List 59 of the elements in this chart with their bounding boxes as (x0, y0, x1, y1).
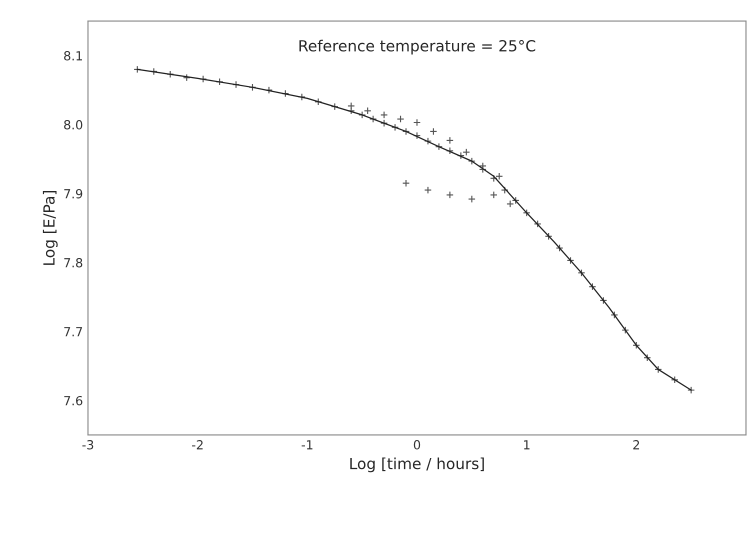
point (216, 78, 224, 86)
x-tick-label: -1 (302, 440, 312, 450)
point (369, 115, 377, 123)
x-tick-label: 0 (414, 440, 420, 450)
line-series (136, 68, 692, 391)
point (670, 376, 679, 384)
point (402, 128, 410, 136)
point (182, 74, 190, 82)
point (522, 209, 530, 217)
point (265, 86, 273, 94)
x-tick-label: -3 (82, 440, 94, 450)
point (643, 354, 652, 362)
point (622, 326, 630, 334)
x-tick-label: -2 (192, 440, 203, 450)
point (588, 282, 596, 290)
point (687, 386, 695, 394)
point (424, 137, 432, 145)
point (446, 146, 454, 155)
x-tick-label: 1 (524, 440, 530, 450)
x-tick-label: 2 (633, 440, 640, 450)
y-tick-label: 8.0 (64, 120, 82, 130)
point (402, 179, 410, 188)
point (544, 232, 552, 240)
point (396, 115, 404, 123)
y-tick-label: 7.9 (64, 189, 82, 198)
text: Reference temperature = 25°C (299, 40, 536, 55)
point (413, 132, 421, 140)
point (468, 195, 476, 203)
point (600, 296, 608, 304)
point (446, 191, 454, 199)
y-axis-title: Log [E/Pa] (42, 190, 58, 265)
point (347, 106, 355, 115)
y-tick-label: 7.6 (64, 396, 82, 406)
point (314, 98, 322, 106)
point (654, 366, 662, 374)
point (424, 186, 432, 194)
point (330, 102, 339, 110)
point (556, 244, 564, 252)
y-tick-label: 7.8 (64, 258, 82, 268)
point (468, 157, 476, 165)
y-tick-label: 8.1 (64, 51, 82, 61)
point (610, 311, 618, 319)
point (500, 186, 509, 194)
point (534, 220, 542, 228)
point (435, 142, 443, 150)
x-axis-title: Log [time / hours] (350, 457, 484, 472)
point (380, 111, 388, 119)
point (380, 119, 388, 127)
y-tick-label: 7.7 (64, 327, 82, 336)
point (413, 118, 421, 126)
point (391, 124, 399, 132)
point (578, 269, 586, 277)
point (347, 102, 355, 110)
point (430, 128, 438, 136)
point (490, 191, 498, 199)
point (446, 136, 454, 144)
point (166, 70, 174, 78)
point (566, 256, 574, 264)
point (632, 341, 640, 350)
